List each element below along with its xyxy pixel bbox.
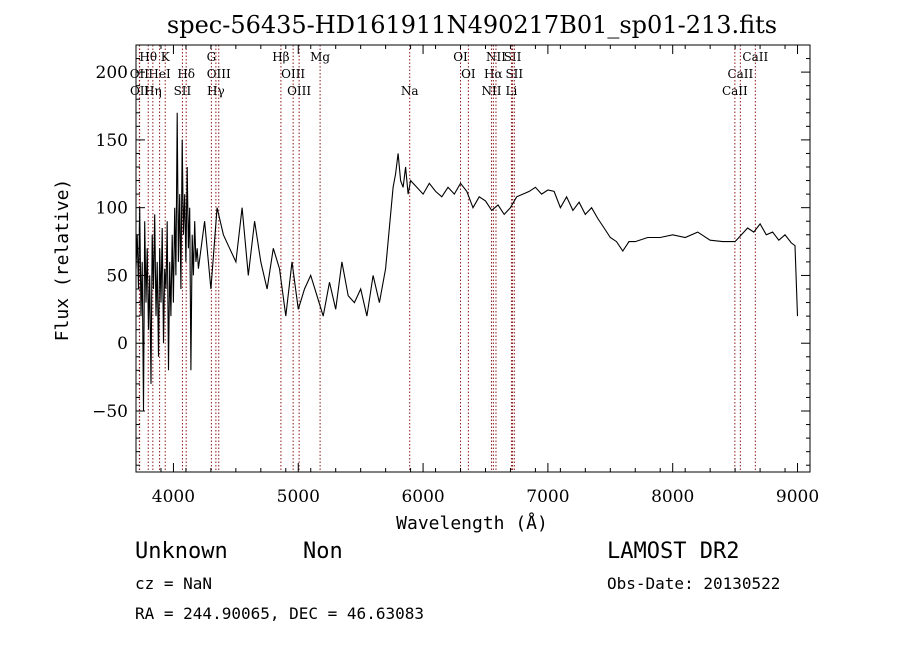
y-tick-label-0: −50 — [92, 402, 128, 422]
marker-label-17: CaII — [727, 67, 753, 81]
observation-date: Obs-Date: 20130522 — [607, 574, 781, 593]
x-tick-label-5: 9000 — [776, 487, 819, 507]
y-tick-label-2: 50 — [106, 266, 128, 286]
marker-label-1: K — [161, 50, 171, 64]
marker-label-18: OII — [130, 84, 150, 98]
x-tick-label-1: 5000 — [277, 487, 320, 507]
x-tick-label-0: 4000 — [152, 487, 195, 507]
x-tick-label-2: 6000 — [401, 487, 444, 507]
marker-label-16: SII — [505, 67, 523, 81]
marker-label-4: Mg — [310, 50, 330, 64]
y-tick-label-5: 200 — [96, 63, 128, 83]
marker-label-19: Hη — [144, 84, 162, 98]
object-subclass: Non — [303, 539, 343, 564]
marker-label-12: OIII — [207, 67, 231, 81]
marker-label-5: OI — [453, 50, 468, 64]
coordinates: RA = 244.90065, DEC = 46.63083 — [135, 604, 424, 623]
x-axis-ticks: 4000 5000 6000 7000 8000 9000 — [135, 45, 819, 507]
y-axis-ticks: −50 0 50 100 150 200 — [92, 44, 810, 466]
y-tick-label-1: 0 — [117, 334, 128, 354]
y-tick-label-4: 150 — [96, 131, 128, 151]
marker-label-21: Hγ — [207, 84, 225, 98]
marker-label-23: Na — [401, 84, 419, 98]
marker-label-10: HeI — [148, 67, 171, 81]
y-axis-label: Flux (relative) — [52, 179, 73, 342]
marker-label-0: Hθ — [139, 50, 157, 64]
marker-label-14: OI — [461, 67, 476, 81]
marker-label-2: G — [207, 50, 217, 64]
marker-label-26: CaII — [722, 84, 748, 98]
marker-label-25: Li — [506, 84, 518, 98]
marker-label-8: CaII — [742, 50, 768, 64]
survey-name: LAMOST DR2 — [607, 539, 740, 564]
redshift-cz: cz = NaN — [135, 574, 213, 593]
y-tick-label-3: 100 — [96, 199, 128, 219]
marker-label-11: Hδ — [177, 67, 195, 81]
marker-label-24: NII — [481, 84, 501, 98]
spectrum-series-line — [135, 112, 799, 412]
plot-frame — [135, 44, 811, 473]
spectral-line-markers: Hθ K G Hβ Mg OI NII SII CaII OII HeI Hδ OIII OIII OI Hα… — [130, 45, 768, 472]
marker-label-22: OIII — [287, 84, 311, 98]
marker-label-7: SII — [504, 50, 522, 64]
marker-label-15: Hα — [484, 67, 503, 81]
object-class: Unknown — [135, 539, 228, 564]
marker-label-3: Hβ — [272, 50, 289, 64]
marker-label-13: OIII — [281, 67, 305, 81]
x-tick-label-3: 7000 — [526, 487, 569, 507]
x-tick-label-4: 8000 — [651, 487, 694, 507]
x-axis-label: Wavelength (Å) — [396, 512, 548, 534]
chart-title: spec-56435-HD161911N490217B01_sp01-213.f… — [167, 11, 777, 39]
marker-label-20: SII — [174, 84, 192, 98]
